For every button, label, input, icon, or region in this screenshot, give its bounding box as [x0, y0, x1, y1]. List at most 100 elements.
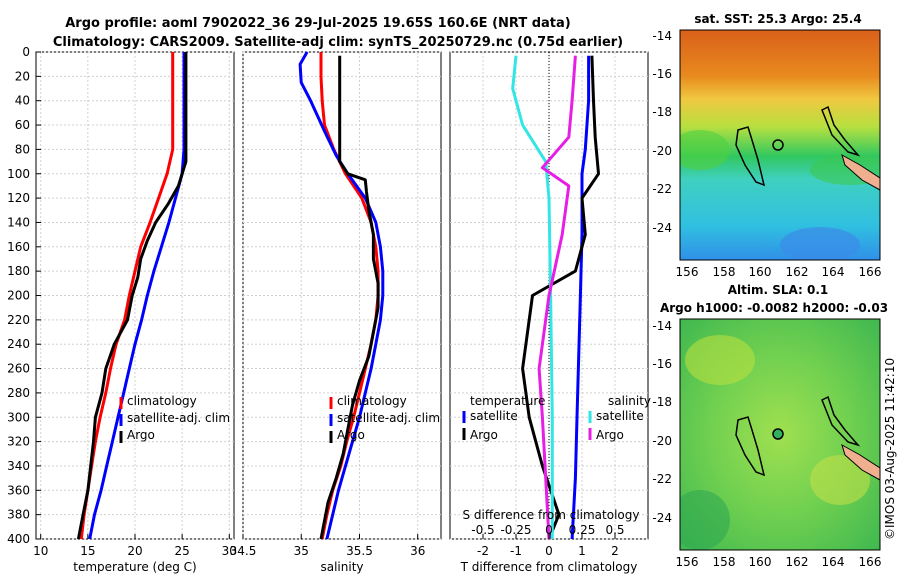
legend-label-s-argo: Argo [596, 428, 624, 442]
series-line-satellite-adj-clim [298, 51, 385, 540]
sst-lat-tick: -14 [652, 29, 672, 43]
x-tick-label: 36 [410, 544, 425, 558]
sla-lat-tick: -18 [652, 395, 672, 409]
sst-lon-tick: 160 [749, 265, 772, 279]
y-tick-label: 400 [7, 532, 30, 546]
sla-lat-tick: -24 [652, 511, 672, 525]
y-tick-label: 40 [15, 94, 30, 108]
legend-label-sat: satellite-adj. clim [337, 411, 440, 425]
difference-xlabel: T difference from climatology [460, 560, 638, 574]
legend-label-sat: satellite-adj. clim [127, 411, 230, 425]
y-tick-label: 320 [7, 435, 30, 449]
legend-label-s-sat: satellite [596, 409, 644, 423]
y-tick-label: 180 [7, 264, 30, 278]
y-tick-label: 160 [7, 240, 30, 254]
s-diff-tick: 0 [545, 523, 553, 537]
x-tick-label: -2 [477, 544, 489, 558]
x-tick-label: -1 [510, 544, 522, 558]
s-diff-ticks: -0.5 -0.25 0 0.25 0.5 [471, 523, 624, 537]
temperature-panel: 10 15 20 25 30 0 20 40 60 80 100 120 140 160 180 200 22… [7, 45, 237, 574]
argo-float-marker [772, 139, 784, 151]
s-diff-tick: -0.25 [500, 523, 531, 537]
x-tick-label: 0 [545, 544, 553, 558]
legend-label-clim: climatology [337, 394, 407, 408]
sla-y-ticks: -14 -16 -18 -20 -22 -24 [652, 319, 672, 525]
x-tick-label: 25 [175, 544, 190, 558]
sst-lon-tick: 164 [822, 265, 845, 279]
y-tick-label: 280 [7, 386, 30, 400]
sst-lat-tick: -16 [652, 67, 672, 81]
difference-legend-salinity: salinity satellite Argo [588, 394, 651, 442]
y-tick-label: 380 [7, 508, 30, 522]
temperature-legend: climatology satellite-adj. clim Argo [119, 394, 230, 443]
coastline [735, 416, 766, 477]
y-tick-label: 360 [7, 483, 30, 497]
sst-lat-tick: -22 [652, 182, 672, 196]
sla-x-ticks: 156 158 160 162 164 166 [676, 555, 882, 569]
sla-map-subtitle: Argo h1000: -0.0082 h2000: -0.03 [660, 301, 888, 315]
sst-lon-tick: 162 [786, 265, 809, 279]
sst-lon-tick: 156 [676, 265, 699, 279]
difference-legend-temperature: temperature satellite Argo [462, 394, 545, 442]
salinity-lines [298, 51, 385, 540]
x-tick-label: 15 [80, 544, 95, 558]
series-line-s-argo [537, 55, 577, 540]
sla-lon-tick: 158 [713, 555, 736, 569]
y-tick-label: 240 [7, 337, 30, 351]
sst-lon-tick: 158 [713, 265, 736, 279]
sla-map: Altim. SLA: 0.1 Argo h1000: -0.0082 h200… [652, 283, 888, 569]
title-line-2: Climatology: CARS2009. Satellite-adj cli… [53, 35, 623, 50]
sla-map-frame [679, 318, 881, 551]
y-tick-label: 0 [22, 45, 30, 59]
temperature-lines [76, 52, 188, 540]
legend-label-argo: Argo [127, 428, 155, 442]
sla-patch [810, 455, 870, 505]
sst-map-frame [679, 29, 881, 261]
difference-panel: -2 -1 0 1 2 S difference from climatology -0… [449, 51, 651, 574]
sst-lat-tick: -18 [652, 105, 672, 119]
salinity-x-ticks: 34.5 35 35.5 36 [230, 534, 425, 558]
sla-lon-tick: 166 [859, 555, 882, 569]
watermark: ©IMOS 03-Aug-2025 11:42:10 [883, 358, 897, 540]
x-tick-label: 34.5 [230, 544, 257, 558]
x-tick-label: 20 [127, 544, 142, 558]
x-tick-label: 10 [33, 544, 48, 558]
depth-ticks: 0 20 40 60 80 100 120 140 160 180 200 220 240 260 280 3… [7, 45, 41, 546]
sla-patch [685, 335, 755, 385]
sla-lat-tick: -14 [652, 319, 672, 333]
sst-x-ticks: 156 158 160 162 164 166 [676, 265, 882, 279]
series-line-argo [319, 55, 380, 540]
legend-label-t-argo: Argo [470, 428, 498, 442]
sla-lat-tick: -22 [652, 472, 672, 486]
sst-field-patches [680, 105, 880, 260]
y-tick-label: 300 [7, 410, 30, 424]
difference-x-ticks: -2 -1 0 1 2 [477, 534, 619, 558]
sla-lat-tick: -20 [652, 434, 672, 448]
x-tick-label: 2 [611, 544, 619, 558]
y-tick-label: 260 [7, 362, 30, 376]
y-tick-label: 20 [15, 69, 30, 83]
x-tick-label: 35.5 [346, 544, 373, 558]
series-line-argo [76, 52, 188, 540]
sla-map-title: Altim. SLA: 0.1 [728, 283, 829, 297]
sst-y-ticks: -14 -16 -18 -20 -22 -24 [652, 29, 672, 235]
y-tick-label: 100 [7, 167, 30, 181]
coastline [735, 126, 766, 187]
salinity-legend: climatology satellite-adj. clim Argo [329, 394, 440, 443]
salinity-grid [242, 51, 441, 540]
legend-label-argo: Argo [337, 428, 365, 442]
y-tick-label: 60 [15, 118, 30, 132]
legend-title-temperature: temperature [470, 394, 545, 408]
legend-label-t-sat: satellite [470, 409, 518, 423]
sla-lon-tick: 162 [786, 555, 809, 569]
title-line-1: Argo profile: aoml 7902022_36 29-Jul-202… [65, 16, 571, 31]
sst-patch [680, 130, 730, 170]
land-mass [841, 153, 880, 191]
y-tick-label: 200 [7, 289, 30, 303]
temperature-grid [36, 51, 234, 540]
sst-patch [780, 227, 860, 260]
legend-label-clim: climatology [127, 394, 197, 408]
x-tick-label: 30 [222, 544, 237, 558]
coastline [821, 395, 861, 447]
